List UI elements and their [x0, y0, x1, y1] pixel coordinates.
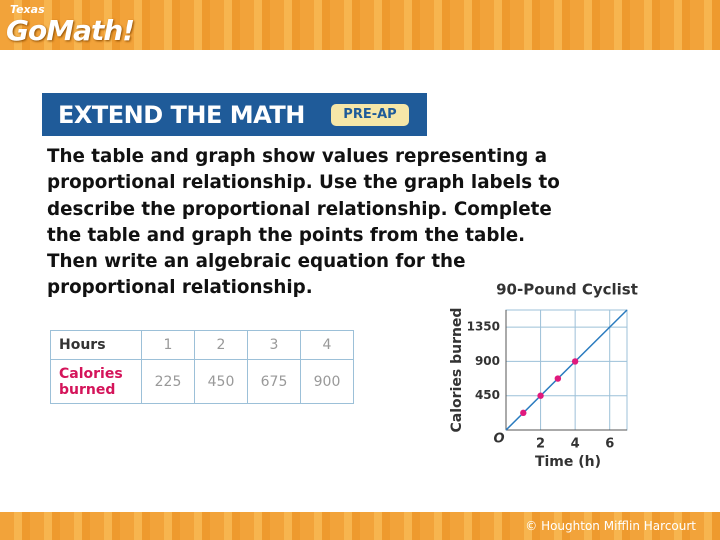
origin-label: O — [493, 432, 504, 447]
table-row: Calories burned 225 450 675 900 — [50, 359, 354, 404]
table-cell: 3 — [247, 330, 301, 360]
chart-title: 90-Pound Cyclist — [496, 281, 638, 299]
y-tick-label: 1350 — [467, 320, 500, 334]
text-line: proportional relationship. — [47, 277, 313, 299]
data-point — [537, 392, 544, 399]
data-point — [520, 409, 527, 417]
table-cell: 900 — [300, 359, 354, 404]
x-tick-label: 6 — [605, 437, 614, 452]
y-tick-label: 450 — [475, 388, 500, 402]
text-line: Then write an algebraic equation for the — [47, 251, 466, 273]
table-row: Hours 1 2 3 4 — [50, 330, 354, 360]
banner-title: EXTEND THE MATH — [58, 101, 305, 129]
instructions: The table and graph show values represen… — [47, 144, 560, 302]
data-point — [571, 358, 579, 365]
banner: EXTEND THE MATH PRE-AP — [42, 93, 427, 136]
table-cell: Hours — [50, 330, 142, 360]
x-tick-label: 4 — [571, 437, 580, 452]
x-axis-label: Time (h) — [535, 454, 601, 470]
logo: GoMath! — [6, 14, 135, 47]
text-line: describe the proportional relationship. … — [47, 198, 552, 220]
text-line: proportional relationship. Use the graph… — [47, 172, 560, 194]
footer-bar: © Houghton Mifflin Harcourt — [0, 512, 720, 540]
table-cell: 225 — [141, 359, 195, 404]
table-cell: Calories burned — [50, 359, 142, 404]
y-tick-label: 900 — [475, 354, 500, 368]
data-table: Hours 1 2 3 4 Calories burned 225 450 675 900 — [50, 330, 354, 404]
data-point — [554, 375, 562, 382]
table-cell: 675 — [247, 359, 301, 404]
x-tick-label: 2 — [536, 437, 545, 452]
y-axis-label: Calories burned — [449, 308, 465, 433]
state-label: Texas — [10, 3, 45, 16]
table-cell: 2 — [194, 330, 248, 360]
copyright: © Houghton Mifflin Harcourt — [525, 519, 696, 533]
header-bar: Texas GoMath! — [0, 0, 720, 50]
relationship-line — [505, 309, 628, 431]
text-line: the table and graph the points from the … — [47, 224, 526, 246]
text-line: The table and graph show values represen… — [47, 146, 548, 167]
table-cell: 450 — [194, 359, 248, 404]
badge: PRE-AP — [331, 104, 409, 126]
